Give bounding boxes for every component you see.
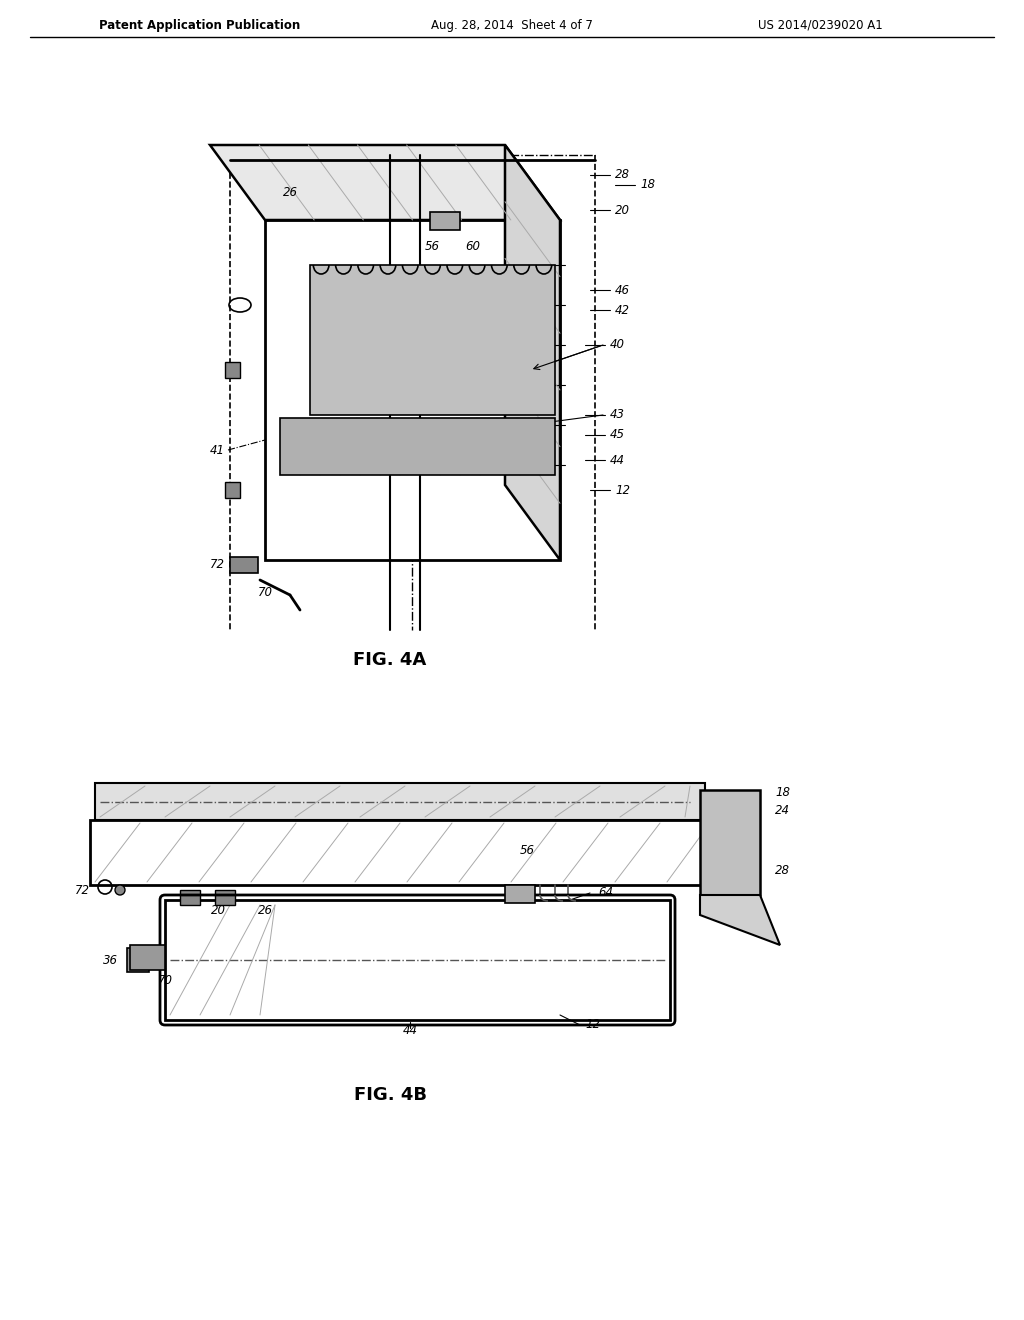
- Text: 44: 44: [402, 1023, 418, 1036]
- Text: 60: 60: [465, 240, 480, 253]
- Bar: [505, 884, 535, 903]
- Text: 42: 42: [615, 304, 630, 317]
- Text: 12: 12: [615, 483, 630, 496]
- Text: 70: 70: [258, 586, 273, 598]
- Text: 44: 44: [610, 454, 625, 466]
- Text: 36: 36: [103, 953, 118, 966]
- Bar: [90, 820, 720, 884]
- Bar: [127, 948, 150, 972]
- Text: 12: 12: [585, 1019, 600, 1031]
- Circle shape: [115, 884, 125, 895]
- Text: 24: 24: [775, 804, 790, 817]
- Polygon shape: [505, 145, 560, 560]
- Text: 56: 56: [519, 843, 535, 857]
- Bar: [180, 890, 200, 906]
- Bar: [230, 557, 258, 573]
- Text: 26: 26: [257, 903, 272, 916]
- Bar: [165, 900, 670, 1020]
- Polygon shape: [210, 145, 560, 220]
- Text: 20: 20: [615, 203, 630, 216]
- Text: FIG. 4B: FIG. 4B: [353, 1086, 427, 1104]
- Text: 64: 64: [598, 887, 613, 899]
- Text: FIG. 4A: FIG. 4A: [353, 651, 427, 669]
- Polygon shape: [700, 895, 780, 945]
- Text: 18: 18: [640, 178, 655, 191]
- Text: 46: 46: [615, 284, 630, 297]
- Text: 56: 56: [425, 240, 440, 253]
- Bar: [215, 890, 234, 906]
- Text: 26: 26: [283, 186, 298, 198]
- Text: US 2014/0239020 A1: US 2014/0239020 A1: [758, 18, 883, 32]
- Bar: [310, 265, 555, 414]
- Bar: [430, 213, 460, 230]
- Bar: [225, 482, 240, 498]
- Text: 70: 70: [158, 974, 173, 986]
- Text: 45: 45: [610, 429, 625, 441]
- Polygon shape: [700, 789, 760, 895]
- Bar: [280, 418, 555, 475]
- Text: 28: 28: [615, 169, 630, 181]
- Bar: [265, 220, 560, 560]
- Text: Aug. 28, 2014  Sheet 4 of 7: Aug. 28, 2014 Sheet 4 of 7: [431, 18, 593, 32]
- Bar: [225, 362, 240, 378]
- Text: Patent Application Publication: Patent Application Publication: [99, 18, 301, 32]
- Text: 72: 72: [75, 883, 90, 896]
- Text: 43: 43: [610, 408, 625, 421]
- Polygon shape: [130, 945, 165, 970]
- Text: 18: 18: [775, 787, 790, 800]
- Text: 40: 40: [610, 338, 625, 351]
- Text: 41: 41: [210, 444, 225, 457]
- Text: 20: 20: [211, 903, 225, 916]
- Text: 28: 28: [775, 863, 790, 876]
- Text: 72: 72: [210, 558, 225, 572]
- Bar: [95, 783, 705, 820]
